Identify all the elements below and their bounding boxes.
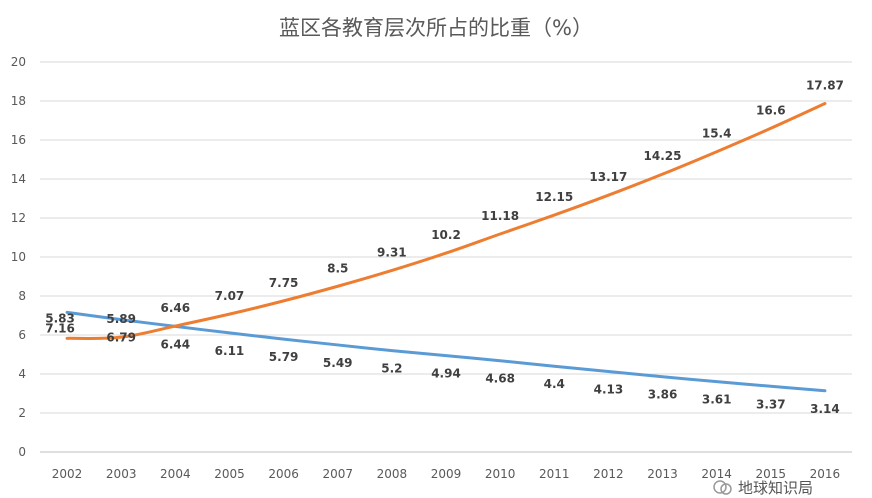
x-tick-label: 2009 bbox=[431, 467, 462, 481]
data-label-series-1: 3.37 bbox=[756, 397, 786, 411]
data-label-series-1: 3.14 bbox=[810, 402, 840, 416]
data-label-series-2: 6.46 bbox=[161, 301, 191, 315]
data-label-series-1: 5.2 bbox=[381, 362, 402, 376]
data-label-series-2: 17.87 bbox=[806, 79, 844, 93]
x-tick-label: 2004 bbox=[160, 467, 191, 481]
x-tick-label: 2012 bbox=[593, 467, 624, 481]
data-label-series-2: 11.18 bbox=[481, 209, 519, 223]
data-label-series-2: 14.25 bbox=[644, 149, 682, 163]
y-tick-label: 10 bbox=[11, 250, 26, 264]
y-tick-label: 14 bbox=[11, 172, 26, 186]
x-tick-label: 2005 bbox=[214, 467, 245, 481]
data-label-series-1: 6.11 bbox=[215, 344, 245, 358]
data-label-series-1: 6.79 bbox=[106, 331, 136, 345]
y-tick-label: 2 bbox=[18, 406, 26, 420]
data-label-series-2: 13.17 bbox=[589, 170, 627, 184]
data-label-series-1: 3.86 bbox=[648, 388, 678, 402]
data-label-series-2: 16.6 bbox=[756, 103, 786, 117]
data-label-series-2: 9.31 bbox=[377, 245, 407, 259]
y-tick-label: 12 bbox=[11, 211, 26, 225]
data-label-series-1: 4.94 bbox=[431, 367, 461, 381]
chart-title: 蓝区各教育层次所占的比重（%） bbox=[279, 16, 593, 40]
data-label-series-2: 12.15 bbox=[535, 190, 573, 204]
data-label-series-1: 6.44 bbox=[161, 337, 191, 351]
x-tick-label: 2007 bbox=[322, 467, 353, 481]
x-tick-label: 2003 bbox=[106, 467, 137, 481]
data-label-series-2: 15.4 bbox=[702, 127, 732, 141]
x-tick-label: 2016 bbox=[810, 467, 841, 481]
data-label-series-1: 4.13 bbox=[594, 382, 624, 396]
wechat-icon bbox=[713, 480, 732, 495]
x-tick-label: 2013 bbox=[647, 467, 678, 481]
data-label-series-1: 3.61 bbox=[702, 393, 732, 407]
y-tick-label: 16 bbox=[11, 133, 26, 147]
data-label-series-2: 7.07 bbox=[215, 289, 245, 303]
data-label-series-1: 5.79 bbox=[269, 350, 299, 364]
x-tick-label: 2006 bbox=[268, 467, 299, 481]
data-label-series-2: 5.83 bbox=[45, 311, 75, 325]
x-tick-label: 2015 bbox=[756, 467, 787, 481]
data-label-series-1: 4.4 bbox=[544, 377, 565, 391]
x-tick-label: 2008 bbox=[377, 467, 408, 481]
data-label-series-2: 10.2 bbox=[431, 228, 461, 242]
y-tick-label: 6 bbox=[18, 328, 26, 342]
data-label-series-1: 5.49 bbox=[323, 356, 353, 370]
watermark-text: 地球知识局 bbox=[738, 479, 814, 497]
data-label-series-1: 4.68 bbox=[485, 372, 515, 386]
x-tick-label: 2014 bbox=[701, 467, 732, 481]
series-line-1 bbox=[65, 310, 827, 393]
y-tick-label: 0 bbox=[18, 445, 26, 459]
y-tick-label: 4 bbox=[18, 367, 26, 381]
y-tick-label: 18 bbox=[11, 94, 26, 108]
x-tick-label: 2002 bbox=[52, 467, 83, 481]
data-label-series-2: 5.89 bbox=[106, 312, 136, 326]
data-label-series-1: 7.16 bbox=[45, 321, 75, 335]
data-label-series-2: 7.75 bbox=[269, 276, 299, 290]
series-line-2 bbox=[65, 102, 827, 340]
x-tick-label: 2010 bbox=[485, 467, 516, 481]
y-tick-label: 8 bbox=[18, 289, 26, 303]
data-label-series-2: 8.5 bbox=[327, 261, 348, 275]
x-tick-label: 2011 bbox=[539, 467, 570, 481]
y-tick-label: 20 bbox=[11, 55, 26, 69]
